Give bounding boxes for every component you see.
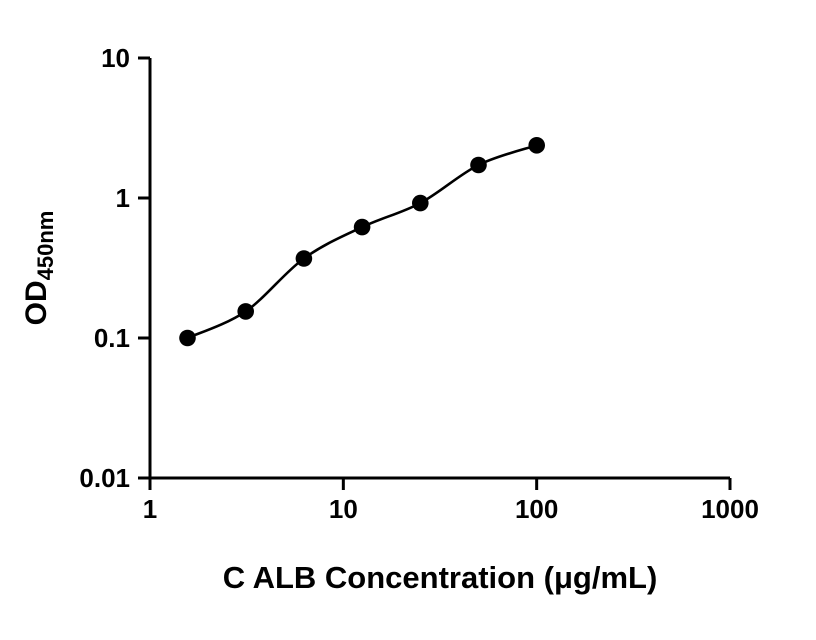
data-point [295,250,313,267]
y-axis-title: OD450nm [20,211,58,326]
data-point [179,329,196,347]
x-axis-title: C ALB Concentration (μg/mL) [223,560,658,595]
data-point [528,137,545,154]
x-axis-tick-label: 1 [143,494,157,524]
data-point [470,156,487,174]
data-point [237,303,254,320]
x-axis-tick-label: 1000 [701,494,759,524]
axes [148,58,730,480]
plot-area: 1 10 100 1000 10 1 0.1 0.01 [79,43,759,524]
x-axis-tick-label: 10 [329,494,358,524]
data-point [412,194,429,212]
y-axis-tick-label: 1 [116,183,130,213]
y-axis-tick-label: 10 [101,43,130,73]
data-point [353,218,371,236]
y-axis-title-main: OD [20,280,53,325]
x-axis-tick-label: 100 [515,494,558,524]
y-axis-title-subscript: 450nm [33,211,58,281]
y-axis-tick-label: 0.1 [94,323,130,353]
y-axis-tick-label: 0.01 [79,463,130,493]
